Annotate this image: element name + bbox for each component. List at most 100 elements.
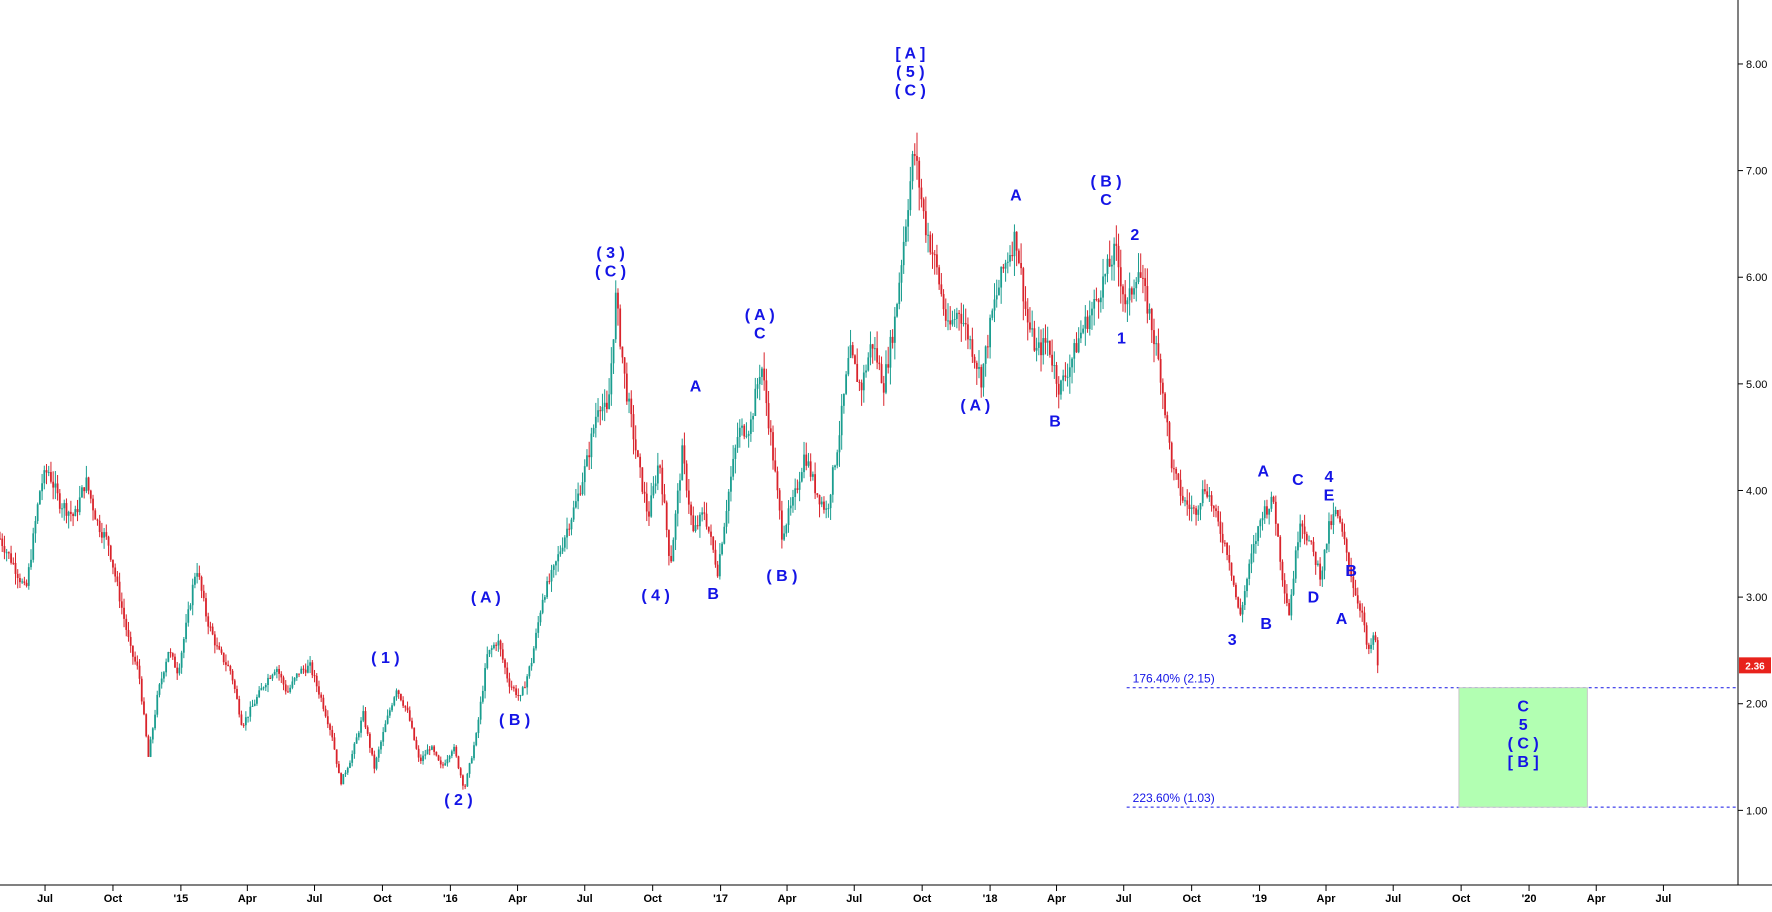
candle-body — [814, 474, 817, 494]
x-tick-label: Apr — [1047, 893, 1067, 905]
candle-body — [426, 749, 429, 755]
x-tick-label: Jul — [1655, 893, 1671, 905]
candle-body — [1259, 520, 1262, 527]
candle-body — [603, 402, 606, 407]
candle-body — [716, 564, 719, 577]
candle-body — [306, 665, 309, 673]
x-tick-label: Apr — [1317, 893, 1337, 905]
candle-body — [428, 749, 431, 751]
candle-body — [834, 465, 836, 468]
candle-body — [1150, 309, 1153, 331]
candle-body — [1281, 561, 1284, 581]
candle-body — [761, 368, 763, 377]
candle-body — [887, 364, 890, 368]
last-price-badge — [1739, 657, 1771, 674]
candle-body — [982, 363, 985, 388]
candle-body — [424, 754, 427, 756]
candle-body — [949, 320, 952, 325]
candle-body — [134, 656, 137, 662]
candle-body — [96, 519, 99, 521]
candle-body — [1146, 286, 1149, 314]
candle-body — [1024, 301, 1027, 309]
candle-body — [889, 336, 892, 368]
candle-body — [630, 398, 633, 415]
candle-body — [756, 384, 759, 389]
candle-body — [670, 555, 673, 562]
candle-body — [774, 460, 777, 472]
y-tick-label: 8.00 — [1746, 59, 1767, 71]
wave-label: 4 — [1325, 469, 1334, 486]
candle-body — [736, 436, 739, 448]
candle-body — [871, 344, 874, 349]
candle-body — [1212, 505, 1215, 509]
candle-body — [743, 425, 746, 437]
candle-body — [969, 339, 972, 341]
candle-body — [32, 533, 35, 560]
wave-label: A — [690, 378, 702, 395]
candle-body — [61, 508, 63, 510]
candle-body — [920, 187, 923, 200]
candle-body — [929, 234, 932, 253]
candle-body — [840, 405, 843, 436]
candle-body — [608, 394, 611, 410]
candle-body — [0, 538, 1, 540]
candle-body — [856, 363, 859, 382]
candle-body — [147, 736, 150, 757]
candle-body — [185, 622, 187, 640]
candle-body — [275, 668, 278, 672]
candle-body — [1241, 605, 1244, 615]
candle-body — [154, 714, 156, 729]
candle-body — [444, 763, 447, 766]
candle-body — [377, 749, 380, 758]
wave-label: ( 2 ) — [444, 792, 472, 809]
x-tick-label: Jul — [307, 893, 323, 905]
candle-body — [346, 767, 349, 773]
candle-body — [400, 693, 402, 701]
candle-body — [69, 511, 72, 514]
candle-body — [628, 398, 630, 402]
candle-body — [371, 747, 374, 755]
candle-body — [1029, 322, 1031, 330]
candle-body — [721, 543, 723, 555]
candle-body — [455, 746, 458, 757]
candle-body — [778, 490, 781, 511]
x-tick-label: Apr — [1587, 893, 1607, 905]
candle-body — [1263, 506, 1266, 519]
x-tick-label: Oct — [913, 893, 932, 905]
candle-body — [694, 525, 697, 531]
candle-body — [712, 536, 715, 550]
wave-label: ( 5 ) — [896, 64, 924, 81]
candle-body — [685, 463, 688, 491]
candle-body — [820, 501, 823, 505]
candle-body — [1272, 496, 1275, 502]
candle-body — [668, 530, 670, 556]
candle-body — [1206, 491, 1209, 497]
candle-body — [89, 490, 92, 499]
candle-body — [922, 199, 925, 212]
target-zone-label: ( C ) — [1508, 736, 1539, 753]
candle-body — [967, 324, 969, 340]
candle-body — [521, 687, 524, 696]
candle-body — [373, 754, 376, 769]
candle-body — [1376, 640, 1379, 666]
candle-body — [242, 724, 245, 726]
candle-body — [940, 284, 943, 295]
candle-body — [1354, 588, 1357, 596]
candle-body — [262, 687, 265, 689]
candle-body — [953, 319, 956, 321]
candle-body — [1228, 554, 1231, 563]
wave-label: E — [1324, 487, 1335, 504]
target-zone-label: C — [1517, 699, 1529, 716]
candle-body — [1093, 299, 1096, 309]
candle-body — [92, 498, 94, 511]
candle-body — [701, 512, 704, 515]
candle-body — [233, 680, 236, 689]
candle-body — [1301, 523, 1304, 527]
candle-body — [437, 755, 440, 761]
candle-body — [1235, 584, 1237, 598]
candle-body — [1073, 343, 1076, 359]
candle-body — [311, 662, 314, 676]
candle-body — [100, 532, 103, 538]
candle-body — [1064, 375, 1067, 377]
candle-body — [72, 513, 74, 517]
